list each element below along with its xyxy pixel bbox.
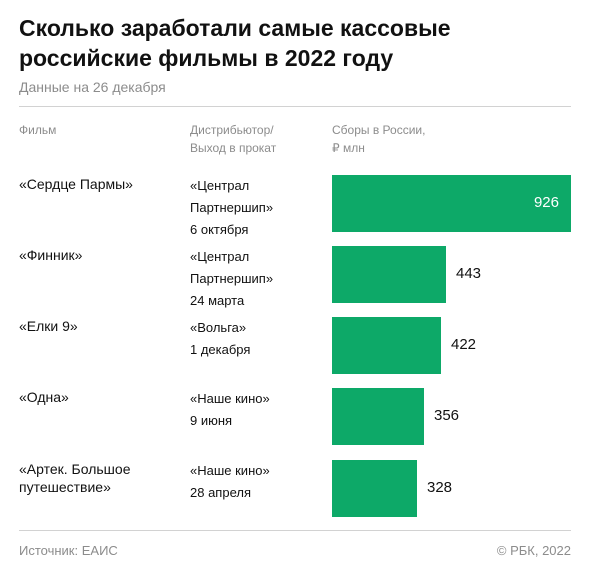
distributor-info: «Вольга» 1 декабря (190, 317, 320, 361)
release-date: 28 апреля (190, 485, 251, 500)
column-header-film-label: Фильм (19, 123, 57, 137)
distributor-info: «Наше кино» 28 апреля (190, 460, 320, 504)
film-name-line: путешествие» (19, 479, 111, 495)
bar-value-label: 926 (533, 194, 559, 211)
release-date: 9 июня (190, 413, 233, 428)
release-date: 6 октября (190, 222, 249, 237)
distributor-info: «Наше кино» 9 июня (190, 388, 320, 432)
bar (332, 388, 424, 445)
film-name-line: «Финник» (19, 247, 83, 263)
bar (332, 317, 441, 374)
bottom-divider (19, 530, 571, 531)
table-row: «Одна» «Наше кино» 9 июня 356 (0, 388, 590, 448)
top-divider (19, 106, 571, 107)
distributor-line: «Вольга» (190, 320, 247, 335)
table-row: «Сердце Пармы» «Централ Партнершип» 6 октяб… (0, 175, 590, 237)
bar (332, 175, 571, 232)
film-name-line: «Одна» (19, 389, 69, 405)
column-header-box-office-line1: Сборы в России, (332, 123, 426, 137)
release-date: 1 декабря (190, 342, 251, 357)
chart-title: Сколько заработали самые кассовые россий… (19, 15, 451, 71)
bar (332, 460, 417, 517)
distributor-line: «Централ (190, 178, 250, 193)
column-header-distributor-line1: Дистрибьютор/ (190, 123, 274, 137)
bar-value-label: 356 (434, 407, 460, 424)
film-name: «Елки 9» (19, 317, 179, 335)
film-name-line: «Артек. Большое (19, 461, 131, 477)
distributor-line: Партнершип» (190, 271, 274, 286)
film-name-line: «Елки 9» (19, 318, 78, 334)
bar-value-label: 443 (456, 265, 482, 282)
release-date: 24 марта (190, 293, 245, 308)
distributor-line: «Централ (190, 249, 250, 264)
table-row: «Артек. Большое путешествие» «Наше кино» 28… (0, 460, 590, 520)
film-name-line: «Сердце Пармы» (19, 176, 133, 192)
distributor-line: Партнершип» (190, 200, 274, 215)
column-header-distributor: Дистрибьютор/ Выход в прокат (190, 121, 276, 157)
distributor-info: «Централ Партнершип» 24 марта (190, 246, 320, 312)
chart-subtitle: Данные на 26 декабря (19, 79, 166, 95)
distributor-line: «Наше кино» (190, 391, 270, 406)
film-name: «Сердце Пармы» (19, 175, 179, 193)
table-row: «Елки 9» «Вольга» 1 декабря 422 (0, 317, 590, 377)
bar (332, 246, 446, 303)
film-name: «Одна» (19, 388, 179, 406)
film-name: «Финник» (19, 246, 179, 264)
distributor-info: «Централ Партнершип» 6 октября (190, 175, 320, 241)
column-header-box-office-line2: ₽ млн (332, 141, 365, 155)
column-header-box-office: Сборы в России, ₽ млн (332, 121, 425, 157)
column-header-distributor-line2: Выход в прокат (190, 141, 277, 155)
table-row: «Финник» «Централ Партнершип» 24 марта 443 (0, 246, 590, 308)
distributor-line: «Наше кино» (190, 463, 270, 478)
column-header-film: Фильм (19, 121, 56, 139)
copyright-note: © РБК, 2022 (496, 543, 571, 558)
bar-value-label: 422 (451, 336, 477, 353)
film-name: «Артек. Большое путешествие» (19, 460, 179, 496)
source-note: Источник: ЕАИС (19, 543, 118, 558)
bar-value-label: 328 (427, 479, 453, 496)
